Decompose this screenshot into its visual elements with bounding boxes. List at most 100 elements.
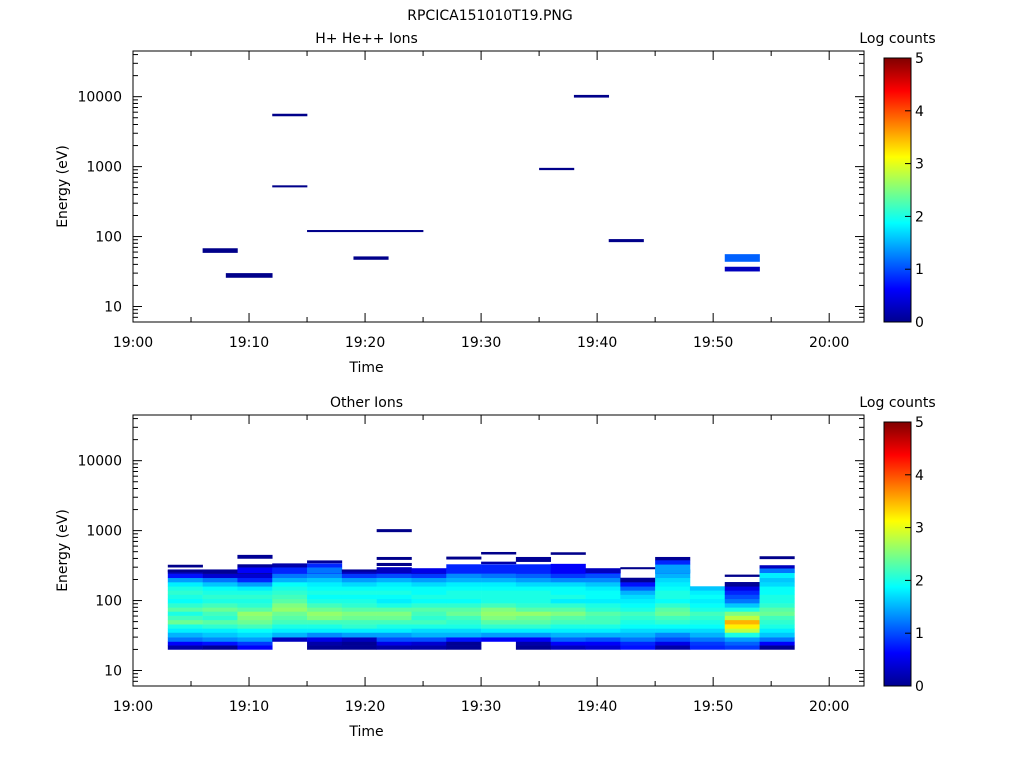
heatmap-cell (620, 619, 656, 625)
heatmap-cell (341, 569, 377, 572)
heatmap-cell (620, 645, 656, 650)
heatmap-cell (237, 628, 273, 633)
heatmap-cell (237, 607, 273, 612)
heatmap-cell (689, 590, 726, 595)
heatmap-cell (341, 611, 377, 616)
heatmap-cell (481, 598, 517, 604)
x-tick-label: 19:10 (229, 699, 269, 715)
x-tick-label: 19:30 (461, 699, 501, 715)
heatmap-cell (411, 619, 447, 625)
panel-title: H+ He++ Ions (315, 31, 418, 47)
heatmap-cell (446, 603, 482, 608)
heatmap-cell (481, 577, 517, 583)
heatmap-cell (446, 586, 482, 591)
heatmap-cell (272, 577, 308, 583)
heatmap-cell (550, 594, 586, 600)
heatmap-cell (446, 641, 482, 646)
heatmap-cell (167, 564, 203, 568)
colorbar-label: Log counts (859, 31, 935, 47)
y-tick-label: 1000 (86, 160, 122, 176)
heatmap-cell (167, 573, 203, 579)
heatmap-cell (585, 611, 621, 616)
heatmap-cell (167, 577, 203, 583)
heatmap-cell (376, 590, 412, 595)
x-tick-label: 20:00 (809, 699, 849, 715)
y-tick-label: 10000 (77, 454, 122, 470)
heatmap-cell (307, 641, 343, 646)
x-axis-label: Time (348, 724, 383, 740)
heatmap-cell (376, 645, 412, 650)
heatmap-cell (411, 607, 447, 612)
heatmap-cell (759, 586, 795, 591)
colorbar-tick-label: 4 (915, 104, 924, 120)
heatmap-cell (376, 577, 412, 583)
heatmap-cell (307, 567, 343, 574)
heatmap-cell (167, 645, 203, 650)
heatmap-cell (585, 603, 621, 608)
heatmap-cell (724, 641, 760, 646)
plot-frame (132, 50, 865, 323)
heatmap-cell (307, 615, 343, 621)
heatmap-cell (515, 582, 552, 587)
panel-hplus-heplus: 19:00 19:10 19:20 19:30 19:40 19:50 20:0010100… (55, 31, 936, 376)
heatmap-cell (481, 564, 517, 574)
heatmap-cell (724, 603, 760, 608)
x-tick-label: 20:00 (809, 335, 849, 351)
heatmap-cell (655, 641, 691, 646)
heatmap-cell (202, 590, 238, 595)
heatmap-cell (446, 590, 482, 595)
heatmap-cell (376, 611, 412, 616)
heatmap-cell (446, 556, 482, 560)
heatmap-cell (481, 551, 517, 555)
heatmap-cell (585, 590, 621, 595)
heatmap-cell (446, 632, 482, 638)
heatmap-cell (481, 619, 517, 625)
heatmap-cell (550, 552, 586, 555)
heatmap-cell (237, 554, 273, 559)
heatmap-cell (585, 637, 621, 642)
heatmap-cell (376, 632, 412, 638)
heatmap-cell (411, 586, 447, 591)
heatmap-cell (446, 615, 482, 621)
heatmap-cell (724, 254, 760, 262)
heatmap-cell (167, 632, 203, 638)
heatmap-cell (759, 590, 795, 595)
heatmap-cell (376, 624, 412, 629)
heatmap-cell (759, 598, 795, 604)
heatmap-cell (759, 577, 795, 583)
heatmap-cell (759, 615, 795, 621)
y-tick-label: 10 (104, 299, 122, 315)
heatmap-cell (759, 628, 795, 633)
heatmap-cell (689, 641, 726, 646)
heatmap-cell (307, 645, 343, 650)
heatmap-cell (655, 577, 691, 583)
heatmap-cell (307, 577, 343, 583)
heatmap-cell (585, 628, 621, 633)
heatmap-cell (167, 586, 203, 591)
heatmap-cell (272, 573, 308, 579)
heatmap-cell (724, 607, 760, 612)
heatmap-cell (759, 641, 795, 646)
heatmap-cell (272, 113, 308, 117)
heatmap-cell (515, 586, 552, 591)
heatmap-cell (515, 598, 552, 604)
x-tick-label: 19:50 (693, 335, 733, 351)
heatmap-cell (655, 632, 691, 638)
heatmap-cell (411, 582, 447, 587)
heatmap-cell (341, 603, 377, 608)
heatmap-cell (341, 582, 377, 587)
heatmap-cell (307, 603, 343, 608)
x-tick-label: 19:20 (345, 699, 385, 715)
heatmap-cell (655, 624, 691, 629)
colorbar-tick-label: 0 (915, 315, 924, 331)
heatmap-cell (341, 607, 377, 612)
y-tick-label: 1000 (86, 524, 122, 540)
heatmap-cell (272, 586, 308, 591)
heatmap-cell (341, 628, 377, 633)
heatmap-cell (237, 624, 273, 629)
y-axis-label: Energy (eV) (55, 509, 71, 592)
heatmap-cell (689, 628, 726, 633)
heatmap-cell (481, 611, 517, 616)
heatmap-cell (620, 582, 656, 587)
